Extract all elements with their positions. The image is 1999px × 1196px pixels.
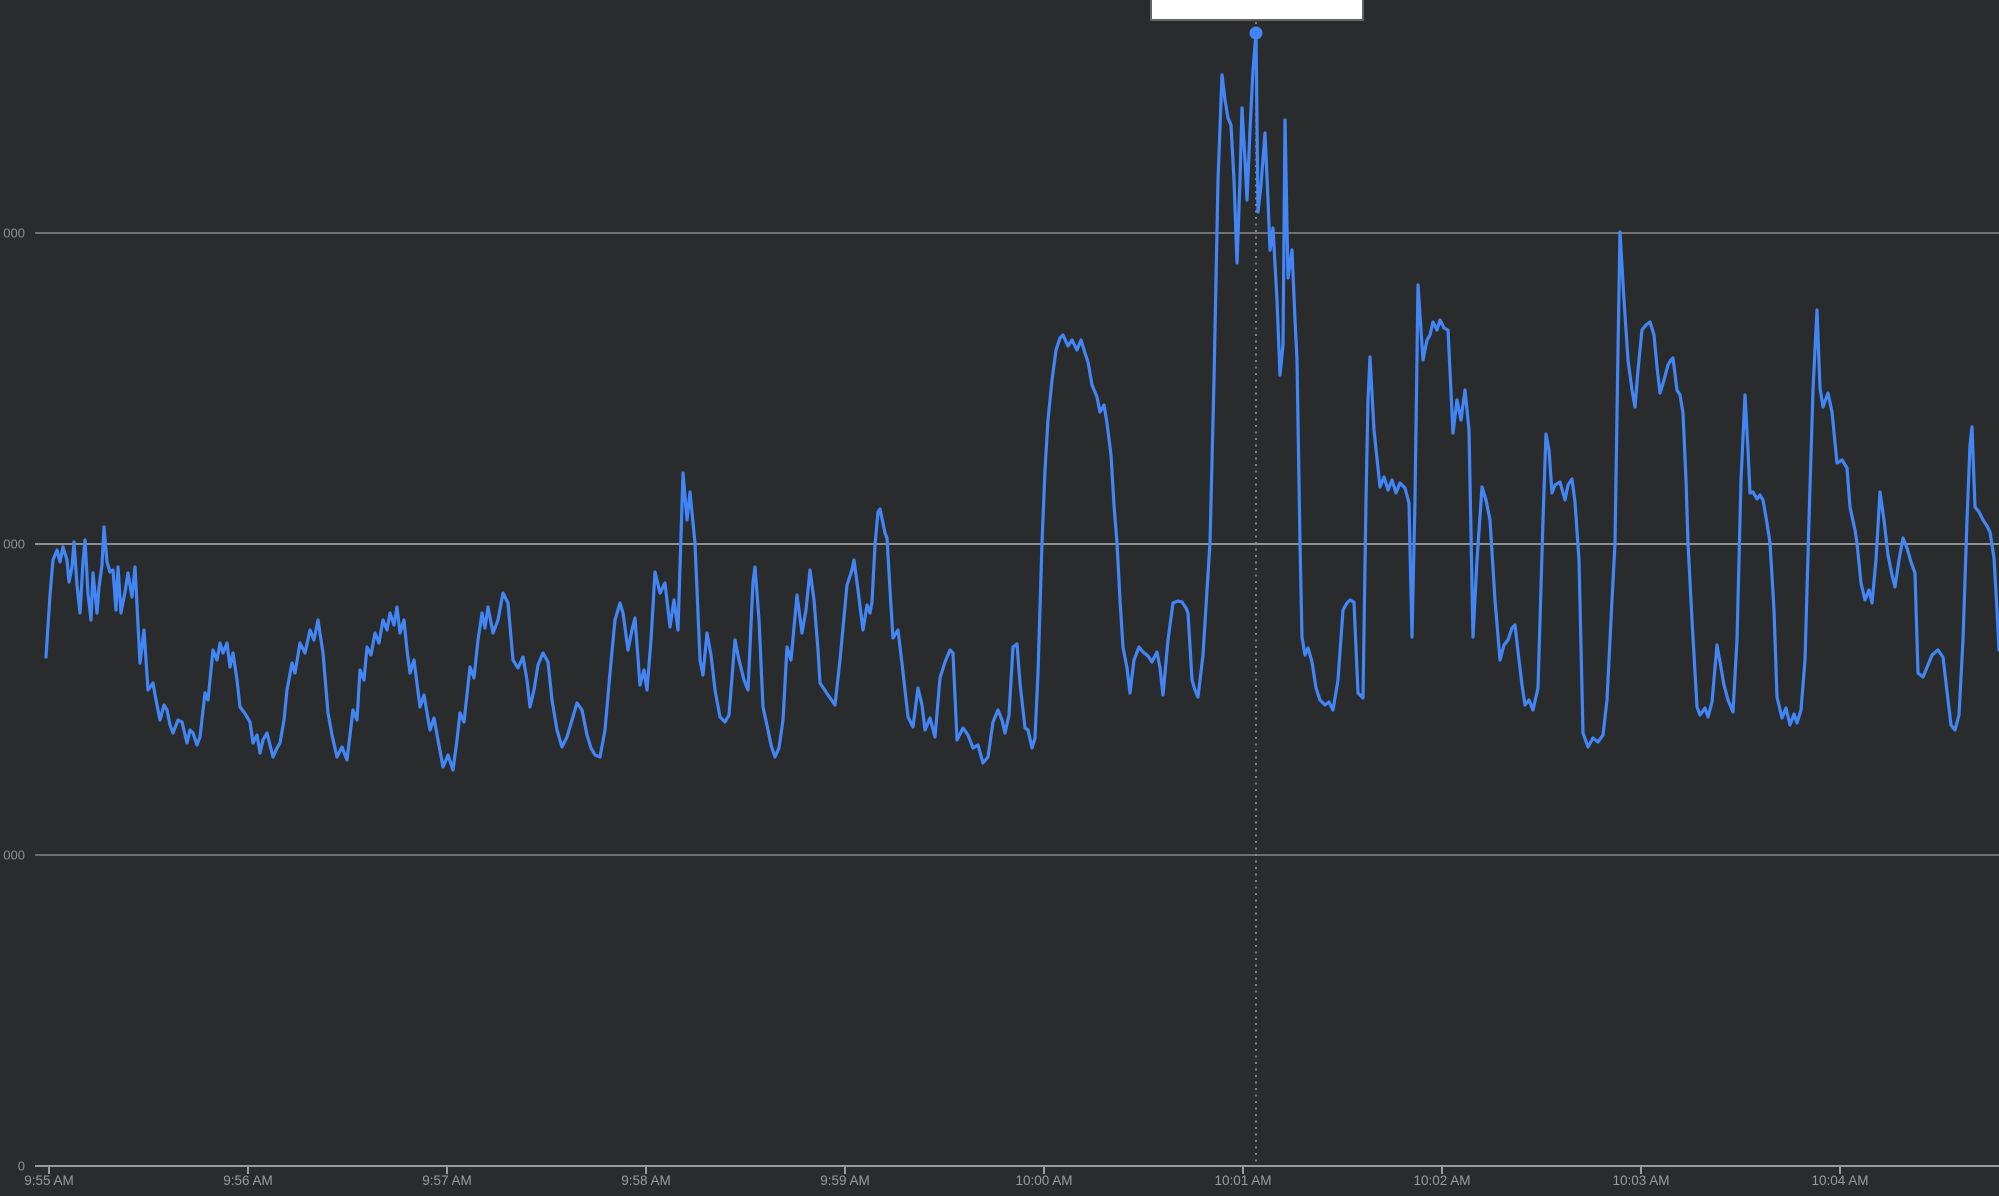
y-axis-label-15000: 000 bbox=[3, 226, 25, 241]
hover-tooltip bbox=[1150, 0, 1364, 21]
x-axis-label-9: 10:04 AM bbox=[1811, 1173, 1868, 1188]
x-axis-label-2: 9:57 AM bbox=[422, 1173, 472, 1188]
x-axis-label-4: 9:59 AM bbox=[820, 1173, 870, 1188]
x-axis-label-0: 9:55 AM bbox=[24, 1173, 74, 1188]
x-axis-label-1: 9:56 AM bbox=[223, 1173, 273, 1188]
x-axis-label-7: 10:02 AM bbox=[1413, 1173, 1470, 1188]
x-axis-label-3: 9:58 AM bbox=[621, 1173, 671, 1188]
x-axis-label-5: 10:00 AM bbox=[1015, 1173, 1072, 1188]
data-line-series bbox=[44, 31, 1999, 772]
x-axis-label-8: 10:03 AM bbox=[1612, 1173, 1669, 1188]
y-axis-label-0: 0 bbox=[18, 1159, 25, 1174]
selected-point-marker bbox=[1249, 26, 1263, 40]
x-axis-label-6: 10:01 AM bbox=[1214, 1173, 1271, 1188]
y-axis-label-10000: 000 bbox=[3, 537, 25, 552]
y-axis-label-5000: 000 bbox=[3, 848, 25, 863]
